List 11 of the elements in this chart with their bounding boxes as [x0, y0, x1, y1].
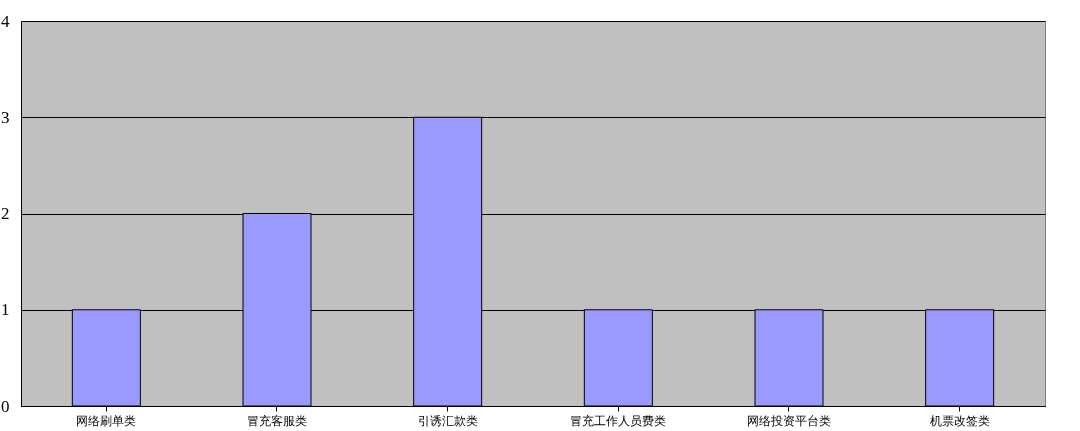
x-tick-label: 网络投资平台类 — [747, 413, 831, 428]
x-tick-label: 引诱汇款类 — [417, 413, 478, 428]
x-tick-label: 冒充客服类 — [247, 413, 307, 428]
y-tick-label: 4 — [1, 11, 10, 31]
x-tick-label: 网络刷单类 — [76, 413, 137, 428]
x-tick-label: 冒充工作人员费类 — [570, 413, 667, 428]
y-tick-label: 2 — [1, 204, 10, 223]
y-tick-label: 3 — [1, 107, 10, 127]
x-tick-label: 机票改签类 — [929, 413, 990, 428]
y-tick-label: 1 — [1, 300, 10, 320]
y-tick-label: 0 — [1, 396, 10, 416]
